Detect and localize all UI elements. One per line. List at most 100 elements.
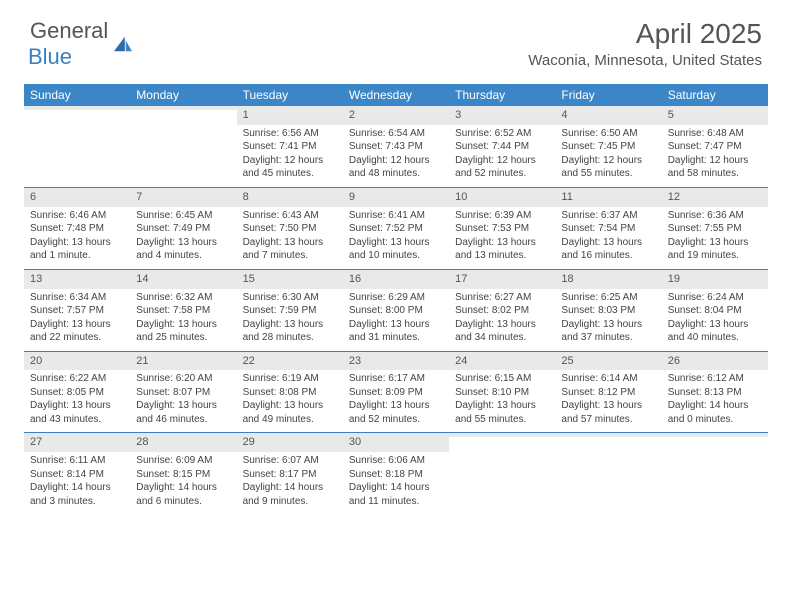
weekday-header: Sunday bbox=[24, 84, 130, 106]
day-body: Sunrise: 6:56 AMSunset: 7:41 PMDaylight:… bbox=[237, 125, 343, 187]
day-number: 13 bbox=[24, 270, 130, 289]
daylight-text: Daylight: 13 hours and 28 minutes. bbox=[243, 318, 337, 345]
day-cell: 13Sunrise: 6:34 AMSunset: 7:57 PMDayligh… bbox=[24, 270, 130, 351]
day-cell bbox=[130, 106, 236, 187]
day-cell: 27Sunrise: 6:11 AMSunset: 8:14 PMDayligh… bbox=[24, 433, 130, 514]
daylight-text: Daylight: 14 hours and 0 minutes. bbox=[668, 399, 762, 426]
title-block: April 2025 Waconia, Minnesota, United St… bbox=[528, 18, 762, 69]
daylight-text: Daylight: 14 hours and 11 minutes. bbox=[349, 481, 443, 508]
sunrise-text: Sunrise: 6:52 AM bbox=[455, 127, 549, 141]
sunrise-text: Sunrise: 6:30 AM bbox=[243, 291, 337, 305]
sunrise-text: Sunrise: 6:48 AM bbox=[668, 127, 762, 141]
day-body: Sunrise: 6:36 AMSunset: 7:55 PMDaylight:… bbox=[662, 207, 768, 269]
day-cell: 22Sunrise: 6:19 AMSunset: 8:08 PMDayligh… bbox=[237, 352, 343, 433]
sunrise-text: Sunrise: 6:24 AM bbox=[668, 291, 762, 305]
day-body: Sunrise: 6:09 AMSunset: 8:15 PMDaylight:… bbox=[130, 452, 236, 514]
day-number: 28 bbox=[130, 433, 236, 452]
day-body: Sunrise: 6:06 AMSunset: 8:18 PMDaylight:… bbox=[343, 452, 449, 514]
day-cell: 28Sunrise: 6:09 AMSunset: 8:15 PMDayligh… bbox=[130, 433, 236, 514]
sunrise-text: Sunrise: 6:06 AM bbox=[349, 454, 443, 468]
daylight-text: Daylight: 14 hours and 6 minutes. bbox=[136, 481, 230, 508]
day-number: 9 bbox=[343, 188, 449, 207]
day-body bbox=[555, 437, 661, 495]
day-cell: 17Sunrise: 6:27 AMSunset: 8:02 PMDayligh… bbox=[449, 270, 555, 351]
day-body: Sunrise: 6:07 AMSunset: 8:17 PMDaylight:… bbox=[237, 452, 343, 514]
day-number: 21 bbox=[130, 352, 236, 371]
sunset-text: Sunset: 7:59 PM bbox=[243, 304, 337, 318]
sunset-text: Sunset: 8:17 PM bbox=[243, 468, 337, 482]
daylight-text: Daylight: 13 hours and 52 minutes. bbox=[349, 399, 443, 426]
sunset-text: Sunset: 7:43 PM bbox=[349, 140, 443, 154]
day-body: Sunrise: 6:32 AMSunset: 7:58 PMDaylight:… bbox=[130, 289, 236, 351]
day-cell: 25Sunrise: 6:14 AMSunset: 8:12 PMDayligh… bbox=[555, 352, 661, 433]
sunrise-text: Sunrise: 6:09 AM bbox=[136, 454, 230, 468]
daylight-text: Daylight: 13 hours and 40 minutes. bbox=[668, 318, 762, 345]
sunrise-text: Sunrise: 6:11 AM bbox=[30, 454, 124, 468]
day-number: 4 bbox=[555, 106, 661, 125]
day-cell: 7Sunrise: 6:45 AMSunset: 7:49 PMDaylight… bbox=[130, 188, 236, 269]
sunrise-text: Sunrise: 6:12 AM bbox=[668, 372, 762, 386]
sunset-text: Sunset: 8:09 PM bbox=[349, 386, 443, 400]
day-body: Sunrise: 6:12 AMSunset: 8:13 PMDaylight:… bbox=[662, 370, 768, 432]
sunrise-text: Sunrise: 6:19 AM bbox=[243, 372, 337, 386]
day-cell: 5Sunrise: 6:48 AMSunset: 7:47 PMDaylight… bbox=[662, 106, 768, 187]
sunset-text: Sunset: 7:48 PM bbox=[30, 222, 124, 236]
day-number: 18 bbox=[555, 270, 661, 289]
sunrise-text: Sunrise: 6:25 AM bbox=[561, 291, 655, 305]
daylight-text: Daylight: 13 hours and 13 minutes. bbox=[455, 236, 549, 263]
daylight-text: Daylight: 13 hours and 25 minutes. bbox=[136, 318, 230, 345]
sunrise-text: Sunrise: 6:17 AM bbox=[349, 372, 443, 386]
sunset-text: Sunset: 8:02 PM bbox=[455, 304, 549, 318]
sunset-text: Sunset: 8:13 PM bbox=[668, 386, 762, 400]
day-body: Sunrise: 6:34 AMSunset: 7:57 PMDaylight:… bbox=[24, 289, 130, 351]
sunrise-text: Sunrise: 6:45 AM bbox=[136, 209, 230, 223]
daylight-text: Daylight: 14 hours and 9 minutes. bbox=[243, 481, 337, 508]
day-number: 14 bbox=[130, 270, 236, 289]
day-number: 19 bbox=[662, 270, 768, 289]
sunset-text: Sunset: 7:50 PM bbox=[243, 222, 337, 236]
day-body: Sunrise: 6:41 AMSunset: 7:52 PMDaylight:… bbox=[343, 207, 449, 269]
week-row: 13Sunrise: 6:34 AMSunset: 7:57 PMDayligh… bbox=[24, 270, 768, 352]
day-body: Sunrise: 6:50 AMSunset: 7:45 PMDaylight:… bbox=[555, 125, 661, 187]
week-row: 1Sunrise: 6:56 AMSunset: 7:41 PMDaylight… bbox=[24, 106, 768, 188]
sunrise-text: Sunrise: 6:14 AM bbox=[561, 372, 655, 386]
page-header: General Blue April 2025 Waconia, Minneso… bbox=[0, 0, 792, 76]
day-body: Sunrise: 6:30 AMSunset: 7:59 PMDaylight:… bbox=[237, 289, 343, 351]
day-cell: 23Sunrise: 6:17 AMSunset: 8:09 PMDayligh… bbox=[343, 352, 449, 433]
day-cell bbox=[662, 433, 768, 514]
day-number: 8 bbox=[237, 188, 343, 207]
day-body: Sunrise: 6:29 AMSunset: 8:00 PMDaylight:… bbox=[343, 289, 449, 351]
day-number: 17 bbox=[449, 270, 555, 289]
day-number: 15 bbox=[237, 270, 343, 289]
daylight-text: Daylight: 13 hours and 4 minutes. bbox=[136, 236, 230, 263]
day-body bbox=[130, 110, 236, 168]
sunset-text: Sunset: 8:15 PM bbox=[136, 468, 230, 482]
sunrise-text: Sunrise: 6:20 AM bbox=[136, 372, 230, 386]
weekday-header-row: Sunday Monday Tuesday Wednesday Thursday… bbox=[24, 84, 768, 106]
sunrise-text: Sunrise: 6:41 AM bbox=[349, 209, 443, 223]
day-cell: 24Sunrise: 6:15 AMSunset: 8:10 PMDayligh… bbox=[449, 352, 555, 433]
logo-word-general: General bbox=[30, 18, 108, 43]
day-cell: 19Sunrise: 6:24 AMSunset: 8:04 PMDayligh… bbox=[662, 270, 768, 351]
sunset-text: Sunset: 8:07 PM bbox=[136, 386, 230, 400]
day-cell: 6Sunrise: 6:46 AMSunset: 7:48 PMDaylight… bbox=[24, 188, 130, 269]
day-body bbox=[24, 110, 130, 168]
day-cell: 15Sunrise: 6:30 AMSunset: 7:59 PMDayligh… bbox=[237, 270, 343, 351]
sunrise-text: Sunrise: 6:15 AM bbox=[455, 372, 549, 386]
day-body: Sunrise: 6:14 AMSunset: 8:12 PMDaylight:… bbox=[555, 370, 661, 432]
weeks-container: 1Sunrise: 6:56 AMSunset: 7:41 PMDaylight… bbox=[24, 106, 768, 514]
sunrise-text: Sunrise: 6:36 AM bbox=[668, 209, 762, 223]
weekday-header: Monday bbox=[130, 84, 236, 106]
day-body: Sunrise: 6:20 AMSunset: 8:07 PMDaylight:… bbox=[130, 370, 236, 432]
day-number: 5 bbox=[662, 106, 768, 125]
day-body: Sunrise: 6:48 AMSunset: 7:47 PMDaylight:… bbox=[662, 125, 768, 187]
day-body: Sunrise: 6:24 AMSunset: 8:04 PMDaylight:… bbox=[662, 289, 768, 351]
daylight-text: Daylight: 12 hours and 52 minutes. bbox=[455, 154, 549, 181]
sunrise-text: Sunrise: 6:46 AM bbox=[30, 209, 124, 223]
day-body: Sunrise: 6:11 AMSunset: 8:14 PMDaylight:… bbox=[24, 452, 130, 514]
sunset-text: Sunset: 8:03 PM bbox=[561, 304, 655, 318]
day-body: Sunrise: 6:43 AMSunset: 7:50 PMDaylight:… bbox=[237, 207, 343, 269]
day-cell: 8Sunrise: 6:43 AMSunset: 7:50 PMDaylight… bbox=[237, 188, 343, 269]
day-cell: 21Sunrise: 6:20 AMSunset: 8:07 PMDayligh… bbox=[130, 352, 236, 433]
day-body bbox=[662, 437, 768, 495]
